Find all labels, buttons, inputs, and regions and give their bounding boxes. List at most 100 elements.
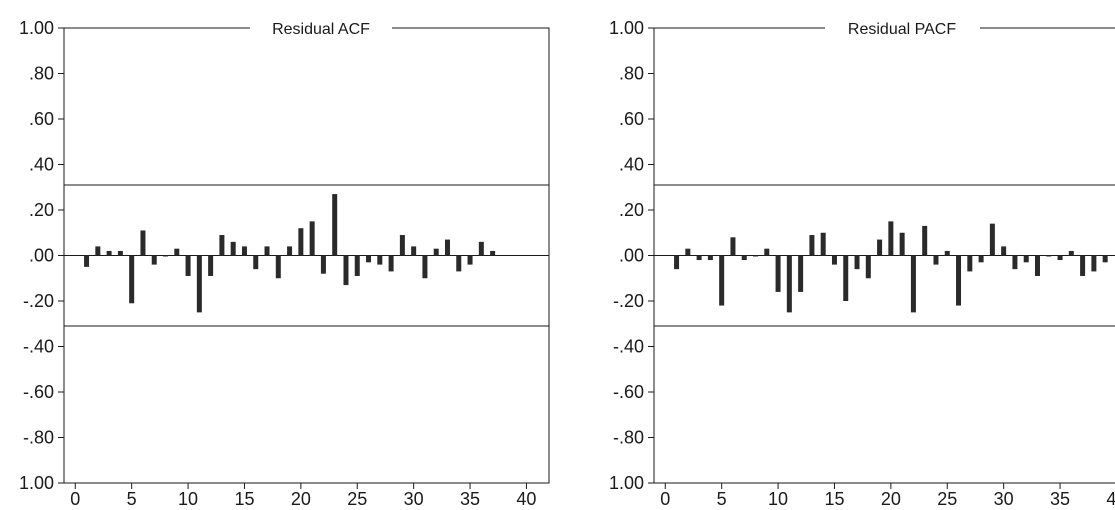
acf-bar-lag-35 (467, 255, 473, 265)
pacf-marks: 1.00 .80 .60 .40 .20 .00 -.20 -.40 -.60 -.80 1.00 0… (609, 18, 1115, 509)
acf-bar-lag-21 (309, 221, 315, 256)
pacf-y-tick-label: -.80 (613, 428, 644, 448)
acf-y-tick-label: 1.00 (19, 473, 54, 493)
pacf-bar-lag-16 (843, 255, 849, 301)
pacf-bar-lag-28 (978, 255, 984, 263)
pacf-bar-lag-39 (1102, 255, 1108, 263)
acf-bar-lag-34 (456, 255, 462, 272)
pacf-x-tick-label: 20 (881, 489, 901, 509)
pacf-bar-lag-24 (933, 255, 939, 265)
pacf-bar-lag-37 (1080, 255, 1086, 276)
pacf-x-tick-label: 5 (717, 489, 727, 509)
acf-bar-lag-30 (411, 246, 417, 256)
acf-bar-lag-13 (219, 235, 225, 256)
acf-bar-lag-27 (377, 255, 383, 265)
acf-title-backdrop (250, 18, 392, 38)
pacf-bar-lag-34 (1046, 255, 1052, 257)
acf-bar-lag-6 (140, 230, 146, 256)
acf-bar-lag-23 (332, 194, 338, 256)
acf-y-tick-label: -.80 (23, 428, 54, 448)
acf-panel: Residual ACF 1.00 .80 .60 .40 .20 .00 -.20 -.40… (19, 18, 550, 509)
acf-x-tick-label: 30 (404, 489, 424, 509)
acf-bar-lag-18 (275, 255, 281, 279)
acf-y-tick-label: .40 (29, 155, 54, 175)
pacf-bar-lag-4 (707, 255, 713, 261)
acf-bar-lag-33 (444, 239, 450, 256)
acf-bar-lag-25 (354, 255, 360, 276)
pacf-bar-lag-29 (989, 223, 995, 256)
acf-bar-lag-2 (95, 246, 101, 256)
acf-bar-lag-17 (264, 246, 270, 256)
pacf-y-tick-label: 1.00 (609, 473, 644, 493)
acf-marks: 1.00 .80 .60 .40 .20 .00 -.20 -.40 -.60 -.80 1.00 0… (19, 18, 549, 509)
acf-title: Residual ACF (272, 21, 370, 38)
pacf-bar-lag-27 (967, 255, 973, 272)
acf-bar-lag-5 (129, 255, 135, 304)
pacf-bar-lag-8 (753, 255, 759, 257)
acf-bar-lag-20 (298, 228, 304, 256)
pacf-y-tick-label: .20 (619, 200, 644, 220)
pacf-bar-lag-1 (674, 255, 680, 270)
acf-bar-lag-29 (399, 235, 405, 256)
pacf-bar-lag-35 (1057, 255, 1063, 261)
pacf-bar-lag-33 (1034, 255, 1040, 276)
acf-bar-lag-15 (241, 246, 247, 256)
acf-bar-lag-9 (174, 248, 180, 256)
pacf-x-tick-label: 15 (824, 489, 844, 509)
pacf-x-tick-label: 25 (937, 489, 957, 509)
pacf-bar-lag-32 (1023, 255, 1029, 263)
pacf-bar-lag-21 (899, 232, 905, 256)
acf-x-tick-label: 15 (234, 489, 254, 509)
pacf-title-backdrop (825, 18, 980, 38)
acf-x-tick-label: 40 (516, 489, 536, 509)
pacf-bar-lag-7 (741, 255, 747, 261)
acf-bar-lag-1 (84, 255, 90, 267)
acf-bar-lag-36 (478, 241, 484, 256)
acf-y-tick-label: .20 (29, 200, 54, 220)
pacf-y-tick-label: .60 (619, 109, 644, 129)
acf-bar-lag-10 (185, 255, 191, 276)
pacf-bar-lag-30 (1001, 246, 1007, 256)
pacf-bar-lag-19 (877, 239, 883, 256)
acf-y-tick-label: .60 (29, 109, 54, 129)
acf-bar-lag-8 (163, 255, 169, 257)
acf-bar-lag-16 (253, 255, 259, 270)
acf-y-tick-label: -.40 (23, 337, 54, 357)
pacf-bar-lag-23 (922, 225, 928, 256)
pacf-panel: Residual PACF 1.00 .80 .60 .40 .20 .00 -.20 -.4… (609, 18, 1115, 509)
pacf-y-tick-label: .40 (619, 155, 644, 175)
pacf-bar-lag-26 (956, 255, 962, 306)
acf-x-tick-label: 10 (178, 489, 198, 509)
pacf-bar-lag-3 (696, 255, 702, 261)
acf-x-tick-label: 0 (70, 489, 80, 509)
acf-bar-lag-4 (117, 250, 123, 256)
pacf-bar-lag-18 (865, 255, 871, 279)
pacf-title: Residual PACF (848, 21, 956, 38)
pacf-bar-lag-17 (854, 255, 860, 270)
acf-bar-lag-19 (287, 246, 293, 256)
acf-y-tick-label: 1.00 (19, 18, 54, 38)
pacf-x-tick-label: 10 (768, 489, 788, 509)
acf-y-tick-label: -.20 (23, 291, 54, 311)
acf-bar-lag-3 (106, 250, 112, 256)
pacf-bar-lag-2 (685, 248, 691, 256)
pacf-y-tick-label: -.40 (613, 337, 644, 357)
acf-x-tick-label: 25 (347, 489, 367, 509)
pacf-bar-lag-14 (820, 232, 826, 256)
pacf-bar-lag-11 (786, 255, 792, 313)
acf-bar-lag-14 (230, 241, 236, 256)
acf-bar-lag-26 (366, 255, 372, 263)
acf-bar-lag-22 (320, 255, 326, 274)
acf-x-tick-label: 20 (291, 489, 311, 509)
acf-bar-lag-28 (388, 255, 394, 272)
pacf-bar-lag-10 (775, 255, 781, 292)
acf-bar-lag-11 (196, 255, 202, 313)
acf-bar-lag-37 (490, 250, 496, 256)
pacf-bar-lag-38 (1091, 255, 1097, 272)
pacf-x-tick-label: 40 (1106, 489, 1115, 509)
acf-y-tick-label: .80 (29, 64, 54, 84)
pacf-bar-lag-22 (910, 255, 916, 313)
pacf-bar-lag-25 (944, 250, 950, 256)
acf-y-tick-label: .00 (29, 246, 54, 266)
pacf-bar-lag-12 (798, 255, 804, 292)
